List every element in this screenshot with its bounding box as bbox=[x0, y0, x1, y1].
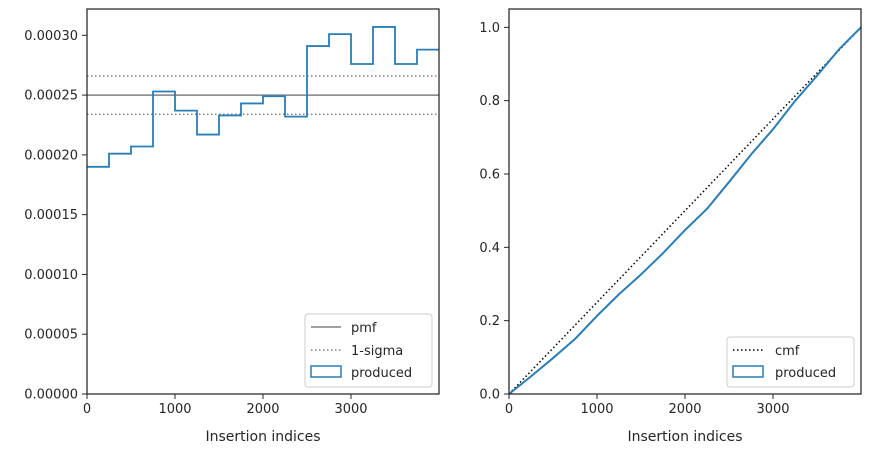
x-tick-label: 1000 bbox=[158, 402, 191, 417]
y-tick-label: 0.00000 bbox=[24, 388, 78, 403]
y-tick-label: 0.00030 bbox=[24, 29, 78, 44]
y-tick-label: 1.0 bbox=[479, 21, 500, 36]
y-tick-label: 0.0 bbox=[479, 388, 500, 403]
right-legend-box bbox=[726, 336, 855, 388]
left-axes-frame bbox=[86, 8, 440, 395]
x-tick-label: 2000 bbox=[246, 402, 279, 417]
y-tick-label: 0.8 bbox=[479, 94, 500, 109]
left-reference-lines bbox=[87, 75, 439, 115]
left-histogram-panel: Insertion indices 0 1000 2000 3000 0.000000… bbox=[24, 8, 440, 445]
y-tick-label: 0.2 bbox=[479, 314, 500, 329]
y-tick-label: 0.6 bbox=[479, 168, 500, 183]
cmf-line bbox=[508, 26, 862, 395]
y-tick-label: 0.4 bbox=[479, 241, 500, 256]
y-tick-label: 0.00010 bbox=[24, 268, 78, 283]
legend-cmf-label: cmf bbox=[775, 344, 800, 359]
y-tick-label: 0.00005 bbox=[24, 328, 78, 343]
legend-pmf-label: pmf bbox=[351, 321, 377, 336]
y-tick-label: 0.00025 bbox=[24, 89, 78, 104]
right-produced-cdf bbox=[508, 26, 862, 395]
left-legend: pmf 1-sigma produced bbox=[304, 313, 433, 388]
left-y-ticks: 0.00000 0.00005 0.00010 0.00015 0.00020 0.000… bbox=[24, 29, 87, 403]
right-legend: cmf produced bbox=[726, 336, 855, 388]
x-tick-label: 3000 bbox=[756, 402, 789, 417]
x-tick-label: 3000 bbox=[334, 402, 367, 417]
legend-produced-patch-right bbox=[732, 365, 764, 378]
x-tick-label: 1000 bbox=[580, 402, 613, 417]
right-x-axis-label: Insertion indices bbox=[627, 429, 742, 445]
right-y-ticks: 0.0 0.2 0.4 0.6 0.8 1.0 bbox=[479, 21, 509, 403]
legend-sigma-label: 1-sigma bbox=[351, 344, 403, 359]
x-tick-label: 0 bbox=[505, 402, 513, 417]
right-cmf-line-group bbox=[508, 26, 862, 395]
y-tick-label: 0.00015 bbox=[24, 208, 78, 223]
x-tick-label: 0 bbox=[83, 402, 91, 417]
right-cdf-panel: Insertion indices 0 1000 2000 3000 0.00.20.… bbox=[479, 8, 862, 445]
legend-produced-patch bbox=[310, 365, 342, 378]
right-axes-frame bbox=[508, 8, 862, 395]
right-x-ticks: 0 1000 2000 3000 bbox=[505, 394, 790, 417]
left-x-axis-label: Insertion indices bbox=[205, 429, 320, 445]
left-x-ticks: 0 1000 2000 3000 bbox=[83, 394, 368, 417]
left-histogram bbox=[87, 26, 439, 168]
produced-histogram-step bbox=[87, 26, 439, 168]
produced-cdf-line bbox=[508, 26, 862, 395]
left-legend-box bbox=[304, 313, 433, 388]
legend-produced-label-right: produced bbox=[775, 366, 836, 381]
legend-produced-label: produced bbox=[351, 366, 412, 381]
y-tick-label: 0.00020 bbox=[24, 148, 78, 163]
x-tick-label: 2000 bbox=[668, 402, 701, 417]
